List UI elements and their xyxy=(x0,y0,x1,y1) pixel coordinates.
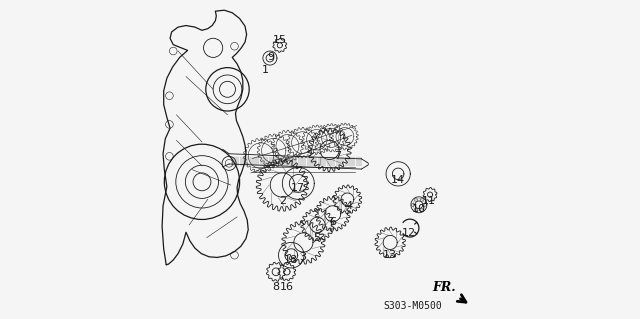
Text: S303-M0500: S303-M0500 xyxy=(383,301,442,311)
Text: 11: 11 xyxy=(422,196,435,206)
Text: 3: 3 xyxy=(299,252,306,262)
Text: 10: 10 xyxy=(412,204,426,214)
Text: 8: 8 xyxy=(272,282,279,292)
Text: 17: 17 xyxy=(291,183,305,193)
Text: 12: 12 xyxy=(403,228,417,238)
Text: 14: 14 xyxy=(391,175,405,185)
Text: 6: 6 xyxy=(329,217,336,227)
Text: 9: 9 xyxy=(267,52,274,63)
Text: 15: 15 xyxy=(273,35,287,45)
Text: 13: 13 xyxy=(383,250,397,260)
Text: 2: 2 xyxy=(279,196,286,206)
Text: 16: 16 xyxy=(280,282,294,292)
Text: FR.: FR. xyxy=(432,281,456,294)
Text: 18: 18 xyxy=(284,255,298,265)
Text: 7: 7 xyxy=(334,151,341,161)
Text: 4: 4 xyxy=(345,201,352,211)
Text: 5: 5 xyxy=(314,233,320,243)
Text: 1: 1 xyxy=(262,65,269,75)
